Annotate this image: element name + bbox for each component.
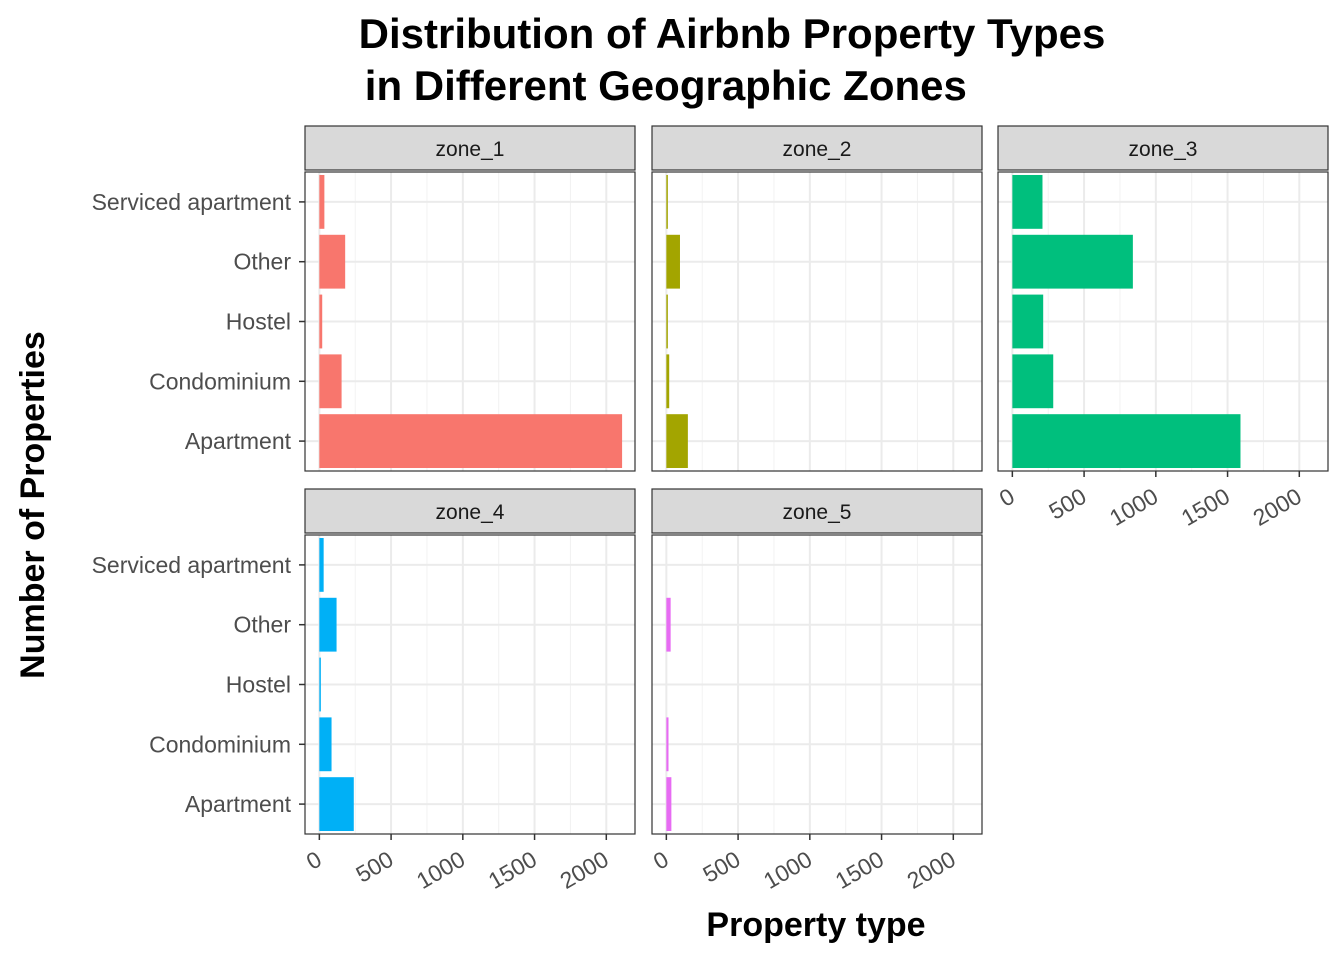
facet-strip-label: zone_1 <box>436 138 505 161</box>
bar-zone_3-other <box>1012 234 1133 289</box>
bar-zone_2-other <box>666 234 680 289</box>
x-tick-label: 500 <box>698 846 744 888</box>
x-tick-label: 1500 <box>484 846 541 894</box>
x-tick-label: 1500 <box>1177 483 1234 531</box>
bar-zone_5-condominium <box>666 717 669 772</box>
x-tick-label: 1500 <box>831 846 888 894</box>
x-tick-label: 2000 <box>902 846 959 894</box>
x-tick-label: 0 <box>302 846 326 875</box>
chart-title-line-2: in Different Geographic Zones <box>353 62 967 109</box>
y-tick-label: Condominium <box>149 368 291 394</box>
bar-zone_2-apartment <box>666 414 688 469</box>
x-tick-label: 500 <box>351 846 397 888</box>
x-axis-title: Property type <box>706 906 925 944</box>
bar-zone_3-serviced-apartment <box>1012 174 1043 229</box>
y-tick-label: Apartment <box>185 428 292 454</box>
bar-zone_4-condominium <box>319 717 332 772</box>
x-tick-label: 1000 <box>412 846 469 894</box>
panel-border <box>651 534 983 835</box>
facet-panel-zone_3: zone_3 0 500 1000 1500 2000 <box>995 125 1329 531</box>
facet-strip <box>651 488 983 534</box>
bar-zone_1-other <box>319 234 346 289</box>
bar-zone_1-condominium <box>319 354 342 409</box>
bar-zone_3-hostel <box>1012 294 1044 349</box>
bar-zone_2-hostel <box>666 294 668 349</box>
facet-panel-zone_1: zone_1 Apartment Condominium Hostel Other Ser… <box>92 125 636 472</box>
bar-zone_3-condominium <box>1012 354 1054 409</box>
facet-strip-label: zone_3 <box>1129 138 1198 161</box>
facet-strip <box>304 488 636 534</box>
facet-panel-zone_5: zone_5 0 500 1000 1500 2000 <box>649 488 983 894</box>
y-tick-label: Other <box>233 612 291 638</box>
bar-zone_1-apartment <box>319 414 623 469</box>
facet-strip <box>651 125 983 171</box>
bar-zone_4-hostel <box>319 657 321 712</box>
facet-strip-label: zone_5 <box>783 501 852 524</box>
panel-border <box>651 171 983 472</box>
facet-panel-zone_4: zone_4 Apartment Condominium Hostel Other Ser… <box>92 488 636 894</box>
y-tick-label: Serviced apartment <box>92 189 292 215</box>
y-tick-label: Serviced apartment <box>92 552 292 578</box>
panel-border <box>997 171 1329 472</box>
y-tick-label: Condominium <box>149 731 291 757</box>
facet-strip-label: zone_2 <box>783 138 852 161</box>
bar-zone_4-apartment <box>319 777 354 832</box>
chart-title-line-1: Distribution of Airbnb Property Types <box>359 10 1106 57</box>
x-tick-label: 0 <box>995 483 1019 512</box>
bar-zone_5-apartment <box>666 777 672 832</box>
bar-zone_2-serviced-apartment <box>666 174 668 229</box>
facet-strip <box>997 125 1329 171</box>
x-tick-label: 2000 <box>555 846 612 894</box>
y-tick-label: Hostel <box>226 672 291 698</box>
bar-zone_2-condominium <box>666 354 670 409</box>
facet-strip-label: zone_4 <box>436 501 505 524</box>
bar-zone_5-other <box>666 597 671 652</box>
bar-zone_4-other <box>319 597 337 652</box>
y-tick-label: Apartment <box>185 791 292 817</box>
facet-panels: zone_1 Apartment Condominium Hostel Other Ser… <box>92 125 1329 894</box>
x-tick-label: 1000 <box>759 846 816 894</box>
y-tick-label: Hostel <box>226 309 291 335</box>
bar-zone_4-serviced-apartment <box>319 537 324 592</box>
bar-zone_1-serviced-apartment <box>319 174 325 229</box>
x-tick-label: 2000 <box>1248 483 1305 531</box>
y-axis-title: Number of Properties <box>14 331 52 679</box>
facet-strip <box>304 125 636 171</box>
facet-panel-zone_2: zone_2 <box>651 125 983 472</box>
x-tick-label: 0 <box>649 846 673 875</box>
bar-zone_3-apartment <box>1012 414 1241 469</box>
bar-zone_1-hostel <box>319 294 323 349</box>
x-tick-label: 500 <box>1044 483 1090 525</box>
y-tick-label: Other <box>233 249 291 275</box>
x-tick-label: 1000 <box>1105 483 1162 531</box>
